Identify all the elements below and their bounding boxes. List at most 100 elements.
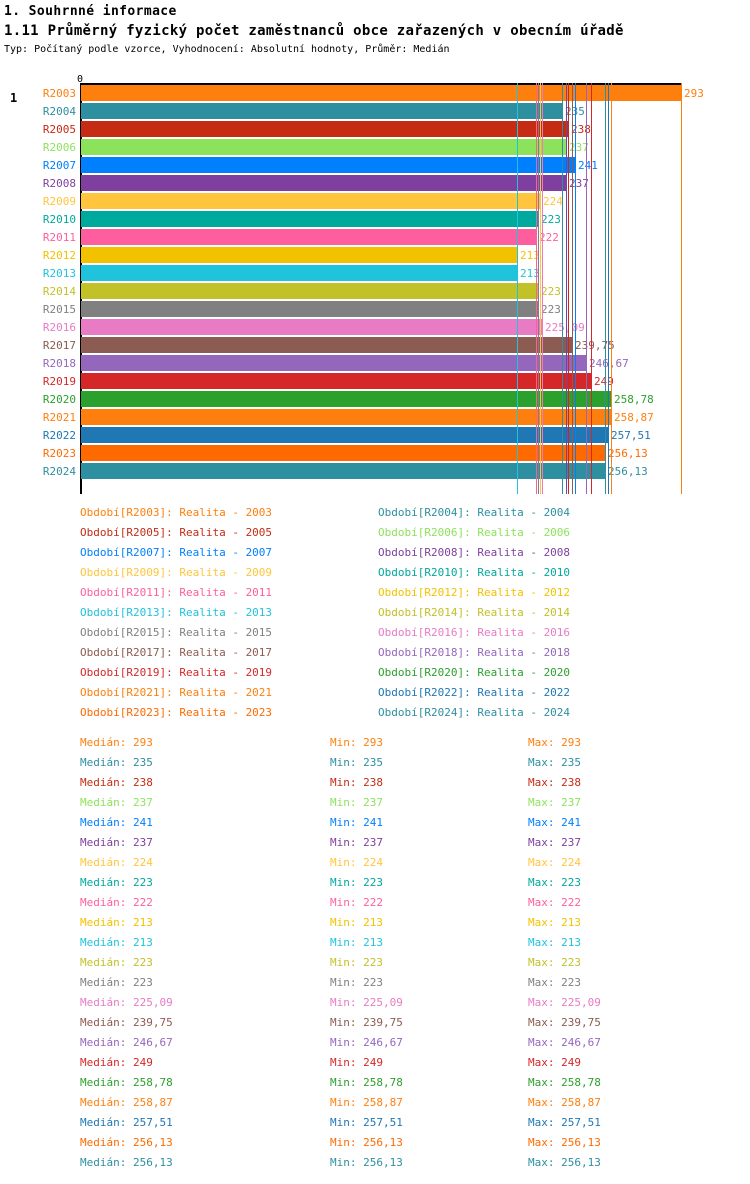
legend-item[interactable]: Období[R2006]: Realita - 2006 xyxy=(378,526,571,539)
legend-item[interactable]: Období[R2018]: Realita - 2018 xyxy=(378,646,571,659)
bar-row[interactable]: R2022 257,51 xyxy=(0,427,750,445)
bar[interactable] xyxy=(81,427,608,443)
bar-category-label: R2021 xyxy=(42,411,76,424)
bar[interactable] xyxy=(81,157,575,173)
reference-line xyxy=(681,83,682,494)
bar-row[interactable]: R2014 223 xyxy=(0,283,750,301)
legend-item[interactable]: Období[R2020]: Realita - 2020 xyxy=(378,666,571,679)
stat-max: Max: 223 xyxy=(528,976,581,989)
stat-median: Medián: 241 xyxy=(80,816,153,829)
bar-row[interactable]: R2013 213 xyxy=(0,265,750,283)
legend-item[interactable]: Období[R2010]: Realita - 2010 xyxy=(378,566,571,579)
bar-row[interactable]: R2024 256,13 xyxy=(0,463,750,481)
legend-item[interactable]: Období[R2005]: Realita - 2005 xyxy=(80,526,273,539)
bar[interactable] xyxy=(81,463,605,479)
legend-item[interactable]: Období[R2021]: Realita - 2021 xyxy=(80,686,273,699)
reference-line xyxy=(538,83,539,494)
legend-item[interactable]: Období[R2016]: Realita - 2016 xyxy=(378,626,571,639)
bar[interactable] xyxy=(81,319,542,335)
bar-row[interactable]: R2008 237 xyxy=(0,175,750,193)
reference-line xyxy=(608,83,609,494)
bar-row[interactable]: R2007 241 xyxy=(0,157,750,175)
stat-min: Min: 225,09 xyxy=(330,996,403,1009)
stat-max: Max: 223 xyxy=(528,956,581,969)
stat-min: Min: 249 xyxy=(330,1056,383,1069)
bar-row[interactable]: R2023 256,13 xyxy=(0,445,750,463)
stat-median: Medián: 257,51 xyxy=(80,1116,173,1129)
legend-item[interactable]: Období[R2013]: Realita - 2013 xyxy=(80,606,273,619)
bar-value-label: 258,87 xyxy=(614,411,654,424)
stat-min: Min: 224 xyxy=(330,856,383,869)
stat-max: Max: 293 xyxy=(528,736,581,749)
bar-row[interactable]: R2010 223 xyxy=(0,211,750,229)
stat-max: Max: 256,13 xyxy=(528,1156,601,1169)
legend-item[interactable]: Období[R2008]: Realita - 2008 xyxy=(378,546,571,559)
stat-median: Medián: 213 xyxy=(80,936,153,949)
legend-item[interactable]: Období[R2003]: Realita - 2003 xyxy=(80,506,273,519)
legend-item[interactable]: Období[R2019]: Realita - 2019 xyxy=(80,666,273,679)
bar-value-label: 241 xyxy=(578,159,598,172)
bar-row[interactable]: R2019 249 xyxy=(0,373,750,391)
stat-min: Min: 213 xyxy=(330,936,383,949)
bar-row[interactable]: R2017 239,75 xyxy=(0,337,750,355)
bar[interactable] xyxy=(81,355,586,371)
stat-min: Min: 237 xyxy=(330,836,383,849)
bar-row[interactable]: R2003 293 xyxy=(0,85,750,103)
bar-category-label: R2006 xyxy=(42,141,76,154)
bar-row[interactable]: R2020 258,78 xyxy=(0,391,750,409)
legend-item[interactable]: Období[R2014]: Realita - 2014 xyxy=(378,606,571,619)
stat-median: Medián: 237 xyxy=(80,836,153,849)
legend-item[interactable]: Období[R2017]: Realita - 2017 xyxy=(80,646,273,659)
stat-median: Medián: 224 xyxy=(80,856,153,869)
bar-row[interactable]: R2006 237 xyxy=(0,139,750,157)
bar-row[interactable]: R2015 223 xyxy=(0,301,750,319)
bar[interactable] xyxy=(81,193,540,209)
bar[interactable] xyxy=(81,409,611,425)
legend-item[interactable]: Období[R2004]: Realita - 2004 xyxy=(378,506,571,519)
bar-row[interactable]: R2011 222 xyxy=(0,229,750,247)
bar[interactable] xyxy=(81,85,681,101)
stat-max: Max: 224 xyxy=(528,856,581,869)
bar[interactable] xyxy=(81,301,538,317)
bar-row[interactable]: R2012 213 xyxy=(0,247,750,265)
bar[interactable] xyxy=(81,229,536,245)
legend-item[interactable]: Období[R2009]: Realita - 2009 xyxy=(80,566,273,579)
legend-item[interactable]: Období[R2012]: Realita - 2012 xyxy=(378,586,571,599)
legend-item[interactable]: Období[R2007]: Realita - 2007 xyxy=(80,546,273,559)
bar-category-label: R2014 xyxy=(42,285,76,298)
legend-item[interactable]: Období[R2024]: Realita - 2024 xyxy=(378,706,571,719)
stat-max: Max: 246,67 xyxy=(528,1036,601,1049)
stat-max: Max: 237 xyxy=(528,796,581,809)
bar-row[interactable]: R2005 238 xyxy=(0,121,750,139)
bar[interactable] xyxy=(81,103,562,119)
bar[interactable] xyxy=(81,445,605,461)
stat-median: Medián: 239,75 xyxy=(80,1016,173,1029)
stat-median: Medián: 256,13 xyxy=(80,1136,173,1149)
bar-row[interactable]: R2004 235 xyxy=(0,103,750,121)
legend-item[interactable]: Období[R2023]: Realita - 2023 xyxy=(80,706,273,719)
bar[interactable] xyxy=(81,283,538,299)
bar-row[interactable]: R2016 225,09 xyxy=(0,319,750,337)
bar-category-label: R2011 xyxy=(42,231,76,244)
bar[interactable] xyxy=(81,373,591,389)
bar[interactable] xyxy=(81,121,568,137)
bar[interactable] xyxy=(81,391,611,407)
bar[interactable] xyxy=(81,211,538,227)
bar-value-label: 223 xyxy=(541,285,561,298)
legend-item[interactable]: Období[R2015]: Realita - 2015 xyxy=(80,626,273,639)
stat-max: Max: 241 xyxy=(528,816,581,829)
bar[interactable] xyxy=(81,139,566,155)
bar-row[interactable]: R2009 224 xyxy=(0,193,750,211)
bar[interactable] xyxy=(81,265,517,281)
legend-item[interactable]: Období[R2011]: Realita - 2011 xyxy=(80,586,273,599)
bar[interactable] xyxy=(81,175,566,191)
bar-row[interactable]: R2021 258,87 xyxy=(0,409,750,427)
bar[interactable] xyxy=(81,247,517,263)
legend-item[interactable]: Období[R2022]: Realita - 2022 xyxy=(378,686,571,699)
bar[interactable] xyxy=(81,337,572,353)
bar-value-label: 223 xyxy=(541,303,561,316)
stat-max: Max: 257,51 xyxy=(528,1116,601,1129)
stat-min: Min: 222 xyxy=(330,896,383,909)
stat-max: Max: 225,09 xyxy=(528,996,601,1009)
bar-row[interactable]: R2018246,67 xyxy=(0,355,750,373)
